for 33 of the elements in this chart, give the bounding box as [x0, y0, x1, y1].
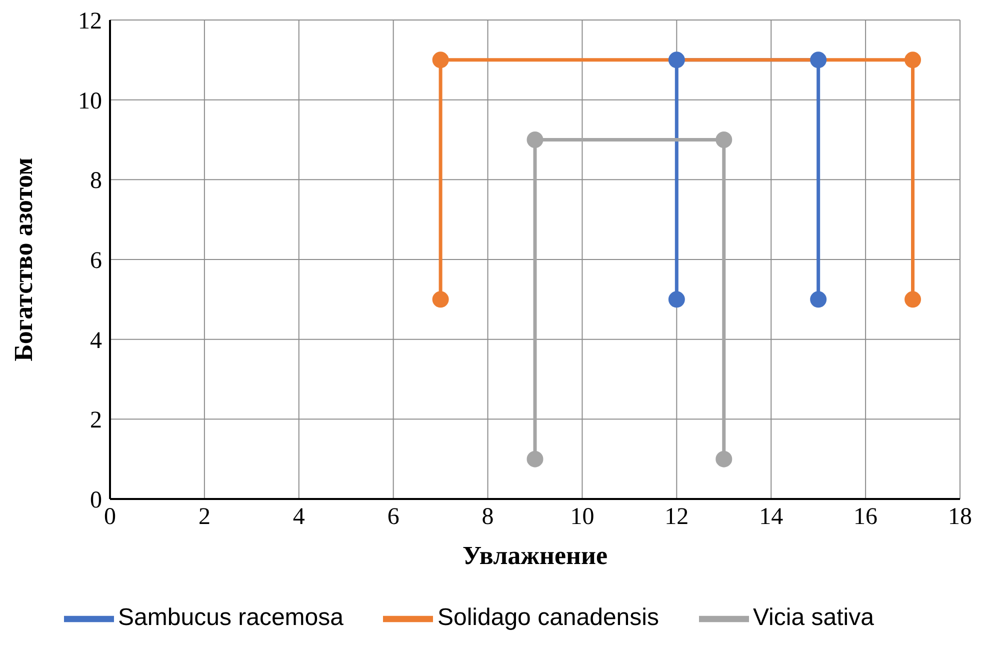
legend-label: Solidago canadensis [437, 604, 659, 632]
y-tick-label: 8 [90, 168, 102, 194]
x-axis-title: Увлажнение [462, 541, 608, 570]
point [904, 52, 922, 68]
x-tick-label: 6 [387, 504, 400, 530]
point [810, 291, 827, 308]
x-tick-label: 16 [854, 504, 878, 530]
point [432, 291, 449, 308]
y-tick-label: 10 [78, 88, 102, 114]
x-tick-label: 8 [482, 504, 494, 530]
y-tick-label: 0 [90, 488, 102, 514]
y-tick-label: 2 [90, 408, 102, 434]
x-tick-label: 18 [948, 504, 972, 530]
y-axis-title: Богатство азотом [9, 158, 38, 362]
point [668, 52, 685, 68]
legend-label: Vicia sativa [752, 604, 874, 632]
x-tick-label: 4 [292, 504, 305, 530]
y-tick-label: 12 [78, 8, 102, 35]
x-tick-label: 10 [570, 504, 594, 530]
point [810, 52, 827, 68]
x-tick-label: 2 [198, 504, 210, 530]
point [716, 450, 732, 468]
point [526, 450, 544, 468]
x-tick-label: 12 [664, 504, 689, 530]
point [716, 132, 732, 148]
y-tick-label: 6 [90, 248, 102, 274]
point [526, 132, 544, 148]
point [432, 52, 449, 68]
x-tick-label: 14 [759, 504, 784, 530]
y-tick-label: 4 [90, 328, 102, 354]
legend-label: Sambucus racemosa [118, 604, 344, 632]
point [668, 291, 685, 308]
point [904, 291, 922, 308]
